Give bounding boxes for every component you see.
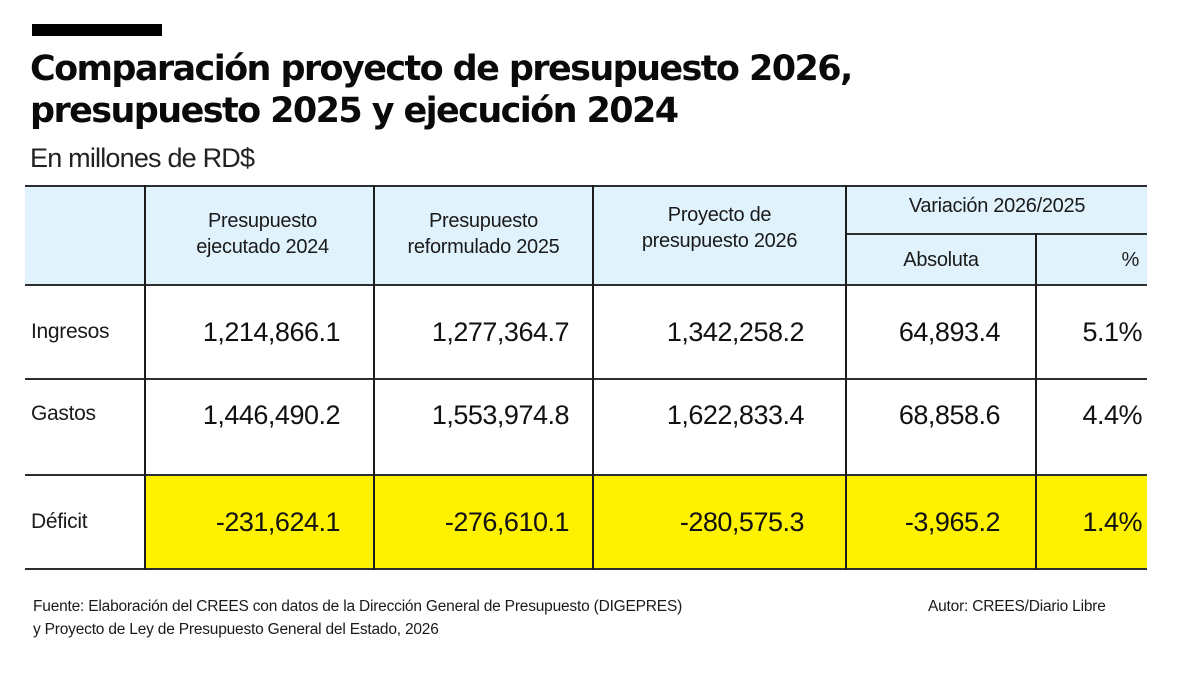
header-cell-absoluta: Absoluta xyxy=(847,235,1035,284)
value-deficit-2024: -231,624.1 xyxy=(215,506,341,537)
row-label-ingresos: Ingresos xyxy=(31,320,110,343)
table-rule-row-1 xyxy=(25,378,1147,380)
table-col-divider-2 xyxy=(373,185,375,570)
value-gastos-percent: 4.4% xyxy=(1082,400,1142,430)
header-cell-proyecto-2026: Proyecto de presupuesto 2026 xyxy=(594,186,845,284)
value-ingresos-2026: 1,342,258.2 xyxy=(666,316,805,347)
header-text-percent: % xyxy=(1121,248,1140,271)
header-text-line: reformulado 2025 xyxy=(407,236,560,258)
value-gastos-2025: 1,553,974.8 xyxy=(431,400,570,430)
header-cell-variacion-group: Variación 2026/2025 xyxy=(847,186,1147,233)
source-note: Fuente: Elaboración del CREES con datos … xyxy=(33,595,682,641)
header-text-line: Presupuesto xyxy=(429,210,538,232)
value-deficit-2025: -276,610.1 xyxy=(444,506,570,537)
title-line-1: Comparación proyecto de presupuesto 2026… xyxy=(30,49,853,89)
highlight-bg-deficit-percent xyxy=(1037,476,1147,568)
source-line-1: Fuente: Elaboración del CREES con datos … xyxy=(33,598,683,615)
title-line-2: presupuesto 2025 y ejecución 2024 xyxy=(30,91,679,131)
value-gastos-2026: 1,622,833.4 xyxy=(666,400,805,430)
value-ingresos-2024: 1,214,866.1 xyxy=(202,316,341,347)
value-deficit-percent: 1.4% xyxy=(1082,506,1142,537)
table-col-divider-5 xyxy=(1035,233,1037,570)
header-cell-reformulado-2025: Presupuesto reformulado 2025 xyxy=(375,186,592,284)
value-deficit-absoluta: -3,965.2 xyxy=(904,506,1001,537)
value-ingresos-2025: 1,277,364.7 xyxy=(431,316,570,347)
value-deficit-2026: -280,575.3 xyxy=(679,506,805,537)
value-gastos-absoluta: 68,858.6 xyxy=(898,400,1001,430)
value-gastos-2024: 1,446,490.2 xyxy=(202,400,341,430)
header-text-line: presupuesto 2026 xyxy=(641,230,798,252)
table-col-divider-3 xyxy=(592,185,594,570)
header-cell-ejecutado-2024: Presupuesto ejecutado 2024 xyxy=(146,186,373,284)
author-credit: Autor: CREES/Diario Libre xyxy=(928,598,1106,615)
table-rule-subheader xyxy=(847,233,1147,235)
source-line-2: y Proyecto de Ley de Presupuesto General… xyxy=(33,621,439,638)
highlight-bg-deficit-2026 xyxy=(594,476,845,568)
table-rule-bottom xyxy=(25,568,1147,570)
table-col-divider-1 xyxy=(144,185,146,570)
row-label-gastos: Gastos xyxy=(31,402,96,425)
header-text-line: Proyecto de xyxy=(667,204,772,226)
header-text-variacion: Variación 2026/2025 xyxy=(908,194,1086,217)
header-text-line: Presupuesto xyxy=(208,210,317,232)
subtitle-units: En millones de RD$ xyxy=(30,143,255,173)
table-rule-row-2 xyxy=(25,474,1147,476)
header-cell-empty xyxy=(25,186,144,284)
header-text-absoluta: Absoluta xyxy=(903,248,979,271)
highlight-bg-deficit-absoluta xyxy=(847,476,1035,568)
table-col-divider-4 xyxy=(845,185,847,570)
header-text-line: ejecutado 2024 xyxy=(196,236,329,258)
highlight-bg-deficit-2025 xyxy=(375,476,592,568)
budget-comparison-table: Presupuesto ejecutado 2024 Presupuesto r… xyxy=(25,185,1147,570)
header-cell-percent: % xyxy=(1037,235,1147,284)
table-rule-top xyxy=(25,185,1147,187)
highlight-bg-deficit-2024 xyxy=(146,476,373,568)
row-label-deficit: Déficit xyxy=(31,510,88,533)
page-title: Comparación proyecto de presupuesto 2026… xyxy=(30,48,930,132)
table-rule-header-bottom xyxy=(25,284,1147,286)
decorative-top-bar xyxy=(32,24,162,36)
value-ingresos-percent: 5.1% xyxy=(1082,316,1142,347)
value-ingresos-absoluta: 64,893.4 xyxy=(898,316,1001,347)
